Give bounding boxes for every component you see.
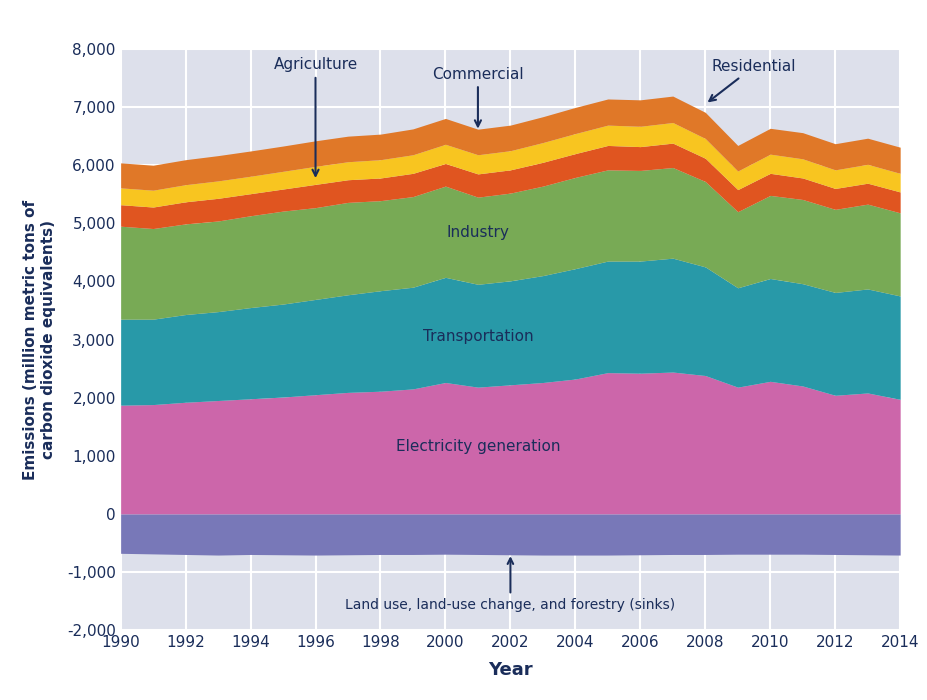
X-axis label: Year: Year — [488, 661, 532, 679]
Text: Industry: Industry — [446, 225, 509, 239]
Text: Residential: Residential — [708, 59, 795, 101]
Text: Agriculture: Agriculture — [273, 57, 357, 176]
Text: Electricity generation: Electricity generation — [395, 440, 560, 454]
Y-axis label: Emissions (million metric tons of
carbon dioxide equivalents): Emissions (million metric tons of carbon… — [23, 199, 56, 480]
Text: Transportation: Transportation — [422, 329, 533, 344]
Text: Land use, land-use change, and forestry (sinks): Land use, land-use change, and forestry … — [345, 559, 675, 612]
Text: Commercial: Commercial — [432, 66, 523, 127]
